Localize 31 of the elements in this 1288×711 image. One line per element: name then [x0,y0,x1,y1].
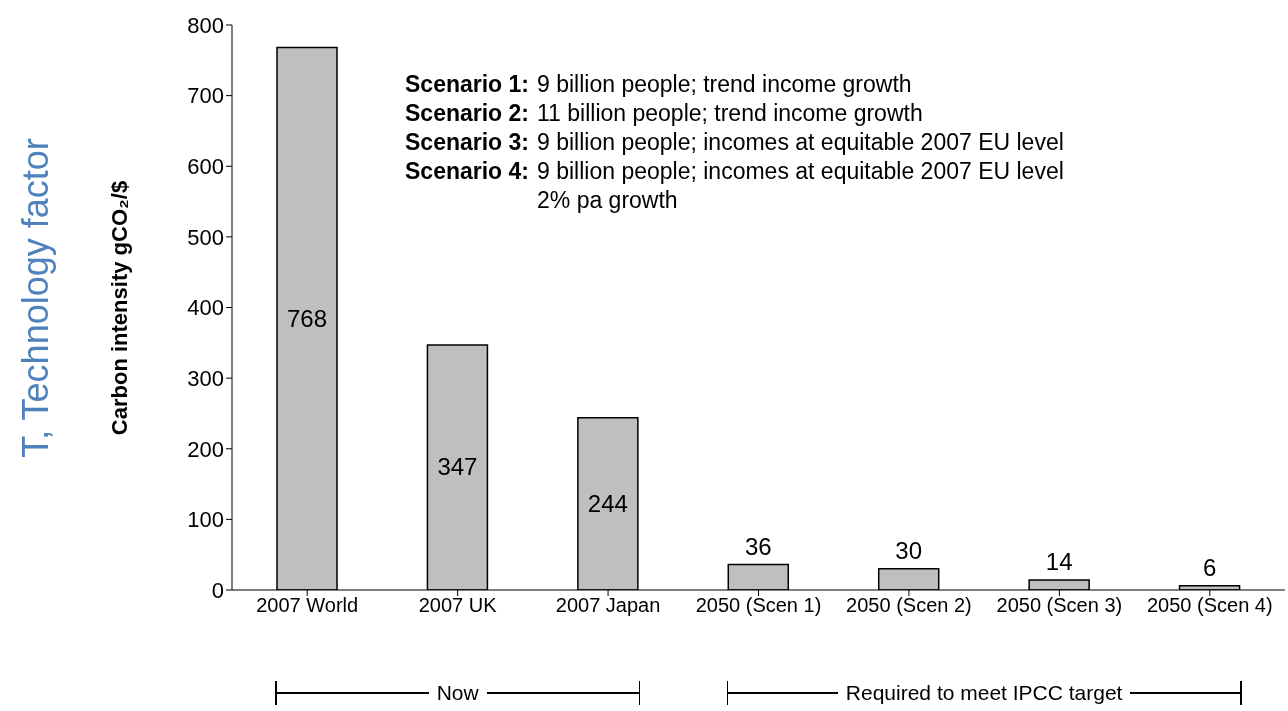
x-tick-label: 2050 (Scen 2) [846,594,972,617]
x-tick-label: 2007 World [256,594,359,617]
x-tick-label: 2007 Japan [555,594,661,617]
annotation: Scenario 1: 9 billion people; trend income growth [405,70,913,99]
y-tick-label: 800 [187,12,224,38]
y-tick-label: 400 [187,295,224,321]
y-tick-label: 300 [187,365,224,391]
y-tick-label: 0 [211,577,224,603]
y-tick-label: 500 [187,224,224,250]
data-label: 244 [587,489,628,517]
x-tick-label: 2050 (Scen 3) [996,594,1123,617]
y-axis-title: Carbon intensity gCO₂/$ [107,180,133,436]
y-tick-label: 100 [187,507,224,533]
y-tick-label: 200 [187,436,224,462]
x-tick-label: 2050 (Scen 4) [1146,594,1273,617]
data-label: 14 [1045,548,1073,576]
annotation: Scenario 2: 11 billion people; trend income growth [405,99,924,128]
y-tick-label: 600 [187,154,224,180]
y-tick-label: 700 [187,83,224,109]
data-label: 36 [744,532,772,560]
x-tick-label: 2050 (Scen 1) [695,594,822,617]
data-label: 6 [1202,553,1217,581]
text: T, Technology factor [15,138,57,458]
bracket: Now [275,680,641,706]
annotation: Scenario 3: 9 billion people; incomes at equitable 2007 EU level [405,128,1064,157]
bracket: Required to meet IPCC target [726,680,1242,706]
data-label: 30 [895,536,923,564]
annotation: Scenario 4: 9 billion people; incomes at equitable 2007 EU level 2% pa growth [405,157,1064,215]
data-label: 347 [437,453,478,481]
data-label: 768 [286,304,328,332]
x-tick-label: 2007 UK [418,594,498,617]
